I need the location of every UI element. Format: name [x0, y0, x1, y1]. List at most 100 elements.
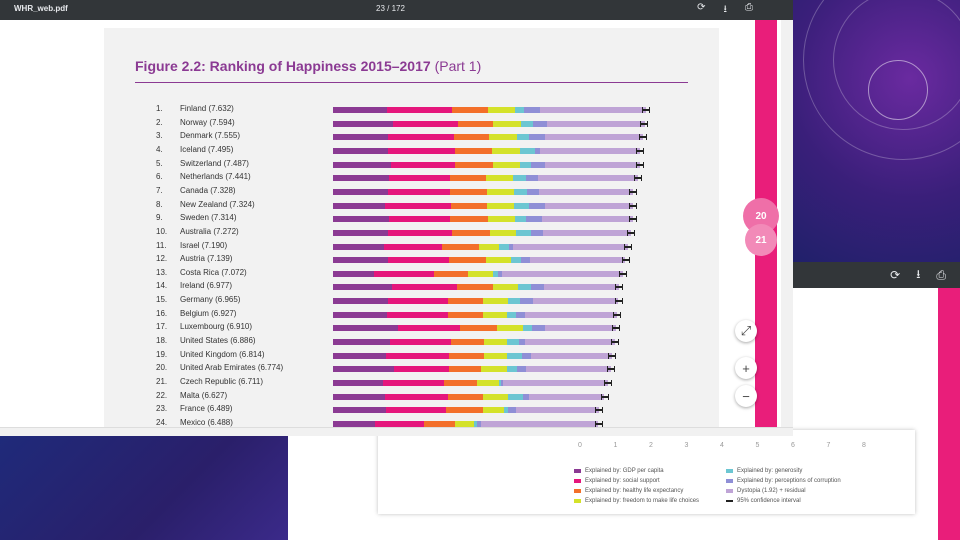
bar-segment-dystopia — [539, 107, 646, 113]
bar-segment-health — [457, 284, 494, 291]
bar-segment-freedom — [492, 161, 520, 168]
confidence-interval — [641, 107, 650, 113]
rank-label: 14. — [156, 281, 168, 291]
rank-label: 18. — [156, 336, 168, 346]
figure-title-part: (Part 1) — [434, 58, 482, 74]
table-row: 9. Sweden (7.314) — [104, 213, 719, 226]
bar-segment-dystopia — [512, 243, 628, 250]
bar-segment-social — [391, 161, 455, 168]
horizontal-scrollbar[interactable] — [0, 427, 793, 436]
vertical-scrollbar[interactable] — [781, 20, 793, 427]
bar-segment-generosity — [520, 147, 535, 154]
country-label: Iceland (7.495) — [180, 144, 234, 154]
bar-segment-generosity — [512, 175, 527, 182]
chart-legend: Explained by: GDP per capita Explained by… — [574, 466, 876, 505]
bar-segment-health — [450, 339, 485, 346]
country-label: Denmark (7.555) — [180, 131, 241, 141]
bar-segment-generosity — [516, 229, 531, 236]
rank-label: 12. — [156, 254, 168, 264]
bar-segment-social — [387, 147, 456, 154]
bar-segment-dystopia — [529, 393, 605, 400]
rotate-icon[interactable]: ⟳ — [697, 2, 706, 13]
confidence-interval — [612, 325, 621, 332]
confidence-interval — [606, 366, 615, 373]
page-thumb-21[interactable]: 21 — [745, 224, 777, 256]
stacked-bar — [333, 243, 628, 250]
bar-segment-dystopia — [545, 134, 643, 141]
decorative-strip — [938, 288, 960, 540]
bar-segment-dystopia — [538, 188, 634, 195]
bar-segment-freedom — [492, 147, 521, 154]
table-row: 13. Costa Rica (7.072) — [104, 268, 719, 281]
pdf-viewport[interactable]: Figure 2.2: Ranking of Happiness 2015–20… — [0, 20, 793, 427]
bar-segment-generosity — [517, 134, 529, 141]
bar-segment-social — [374, 420, 425, 427]
zoom-in-button[interactable]: + — [735, 357, 757, 379]
bar-segment-dystopia — [530, 257, 626, 264]
bar-segment-corruption — [517, 366, 526, 373]
confidence-interval — [629, 202, 638, 209]
secondary-window-preview — [793, 0, 960, 262]
table-row: 16. Belgium (6.927) — [104, 309, 719, 322]
legend-item: Explained by: GDP per capita — [574, 466, 724, 475]
bar-segment-gdp — [333, 134, 389, 141]
rank-label: 13. — [156, 267, 168, 277]
stacked-bar — [333, 339, 616, 346]
stacked-bar — [333, 107, 646, 113]
rank-label: 1. — [156, 104, 163, 113]
download-icon[interactable]: ⭳ — [723, 4, 728, 15]
bar-segment-dystopia — [531, 352, 612, 359]
download-icon[interactable]: ⭳ — [916, 266, 921, 281]
bar-segment-corruption — [533, 120, 547, 127]
rotate-icon[interactable]: ⟳ — [890, 268, 901, 282]
table-row: 7. Canada (7.328) — [104, 186, 719, 199]
stacked-bar — [333, 175, 638, 182]
bar-segment-freedom — [496, 325, 523, 332]
bar-segment-corruption — [526, 175, 538, 182]
stacked-bar — [333, 420, 599, 427]
zoom-out-button[interactable]: − — [735, 385, 757, 407]
table-row: 8. New Zealand (7.324) — [104, 200, 719, 213]
rank-label: 15. — [156, 295, 168, 305]
stacked-bar — [333, 284, 619, 291]
stacked-bar — [333, 147, 641, 154]
print-icon[interactable]: ⎙ — [936, 267, 946, 282]
confidence-interval — [635, 161, 644, 168]
table-row: 15. Germany (6.965) — [104, 295, 719, 308]
page-indicator[interactable]: 23 / 172 — [376, 4, 405, 13]
bar-segment-health — [448, 298, 484, 305]
bar-segment-generosity — [507, 311, 516, 318]
country-label: Switzerland (7.487) — [180, 158, 249, 168]
bar-segment-gdp — [333, 147, 388, 154]
bar-segment-dystopia — [502, 380, 609, 386]
x-tick-label: 8 — [862, 442, 866, 449]
bar-segment-corruption — [526, 216, 543, 223]
bar-segment-health — [449, 257, 486, 264]
legend-label: Explained by: perceptions of corruption — [737, 477, 841, 484]
bar-segment-generosity — [474, 420, 478, 427]
rank-label: 10. — [156, 226, 168, 236]
table-row: 11. Israel (7.190) — [104, 241, 719, 254]
bar-segment-social — [397, 325, 461, 332]
confidence-interval — [615, 284, 624, 291]
bar-segment-social — [388, 175, 450, 182]
bar-segment-dystopia — [543, 229, 632, 236]
bar-segment-social — [387, 257, 450, 264]
bar-segment-generosity — [515, 107, 524, 113]
fit-page-button[interactable]: ⤢ — [735, 320, 757, 342]
table-row: 10. Australia (7.272) — [104, 227, 719, 240]
bar-segment-social — [383, 380, 445, 386]
legend-swatch — [574, 498, 581, 503]
bar-segment-dystopia — [540, 147, 641, 154]
rank-label: 19. — [156, 349, 168, 359]
confidence-interval — [595, 407, 604, 414]
print-icon[interactable]: ⎙ — [745, 2, 753, 13]
bar-segment-gdp — [333, 202, 386, 209]
bar-segment-corruption — [509, 243, 513, 250]
stacked-bar — [333, 366, 611, 373]
country-label: Czech Republic (6.711) — [180, 377, 264, 386]
bar-segment-freedom — [483, 311, 508, 318]
bar-segment-freedom — [485, 257, 512, 264]
x-tick-label: 2 — [649, 442, 653, 449]
bar-segment-dystopia — [545, 325, 617, 332]
